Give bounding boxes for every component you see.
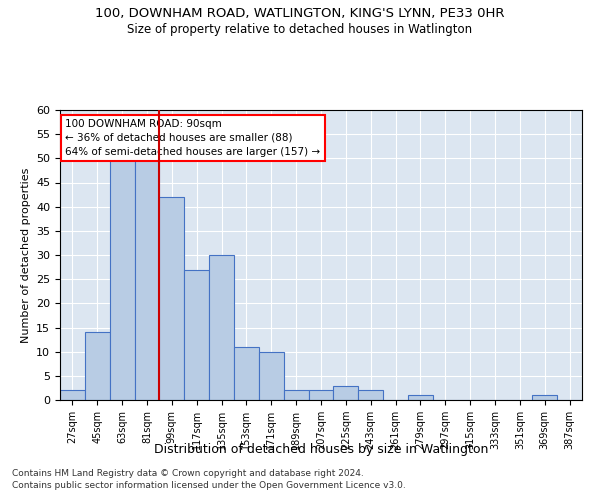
Bar xyxy=(60,390,85,400)
Bar xyxy=(259,352,284,400)
Bar xyxy=(334,386,358,400)
Text: Contains HM Land Registry data © Crown copyright and database right 2024.: Contains HM Land Registry data © Crown c… xyxy=(12,468,364,477)
Bar xyxy=(408,395,433,400)
Bar xyxy=(209,255,234,400)
Text: 100 DOWNHAM ROAD: 90sqm
← 36% of detached houses are smaller (88)
64% of semi-de: 100 DOWNHAM ROAD: 90sqm ← 36% of detache… xyxy=(65,118,320,156)
Bar xyxy=(85,332,110,400)
Text: Contains public sector information licensed under the Open Government Licence v3: Contains public sector information licen… xyxy=(12,481,406,490)
Bar xyxy=(532,395,557,400)
Bar xyxy=(134,158,160,400)
Bar xyxy=(284,390,308,400)
Text: Size of property relative to detached houses in Watlington: Size of property relative to detached ho… xyxy=(127,22,473,36)
Bar xyxy=(110,158,134,400)
Bar xyxy=(184,270,209,400)
Bar xyxy=(308,390,334,400)
Y-axis label: Number of detached properties: Number of detached properties xyxy=(20,168,31,342)
Bar xyxy=(234,347,259,400)
Bar xyxy=(160,197,184,400)
Text: 100, DOWNHAM ROAD, WATLINGTON, KING'S LYNN, PE33 0HR: 100, DOWNHAM ROAD, WATLINGTON, KING'S LY… xyxy=(95,8,505,20)
Text: Distribution of detached houses by size in Watlington: Distribution of detached houses by size … xyxy=(154,442,488,456)
Bar xyxy=(358,390,383,400)
